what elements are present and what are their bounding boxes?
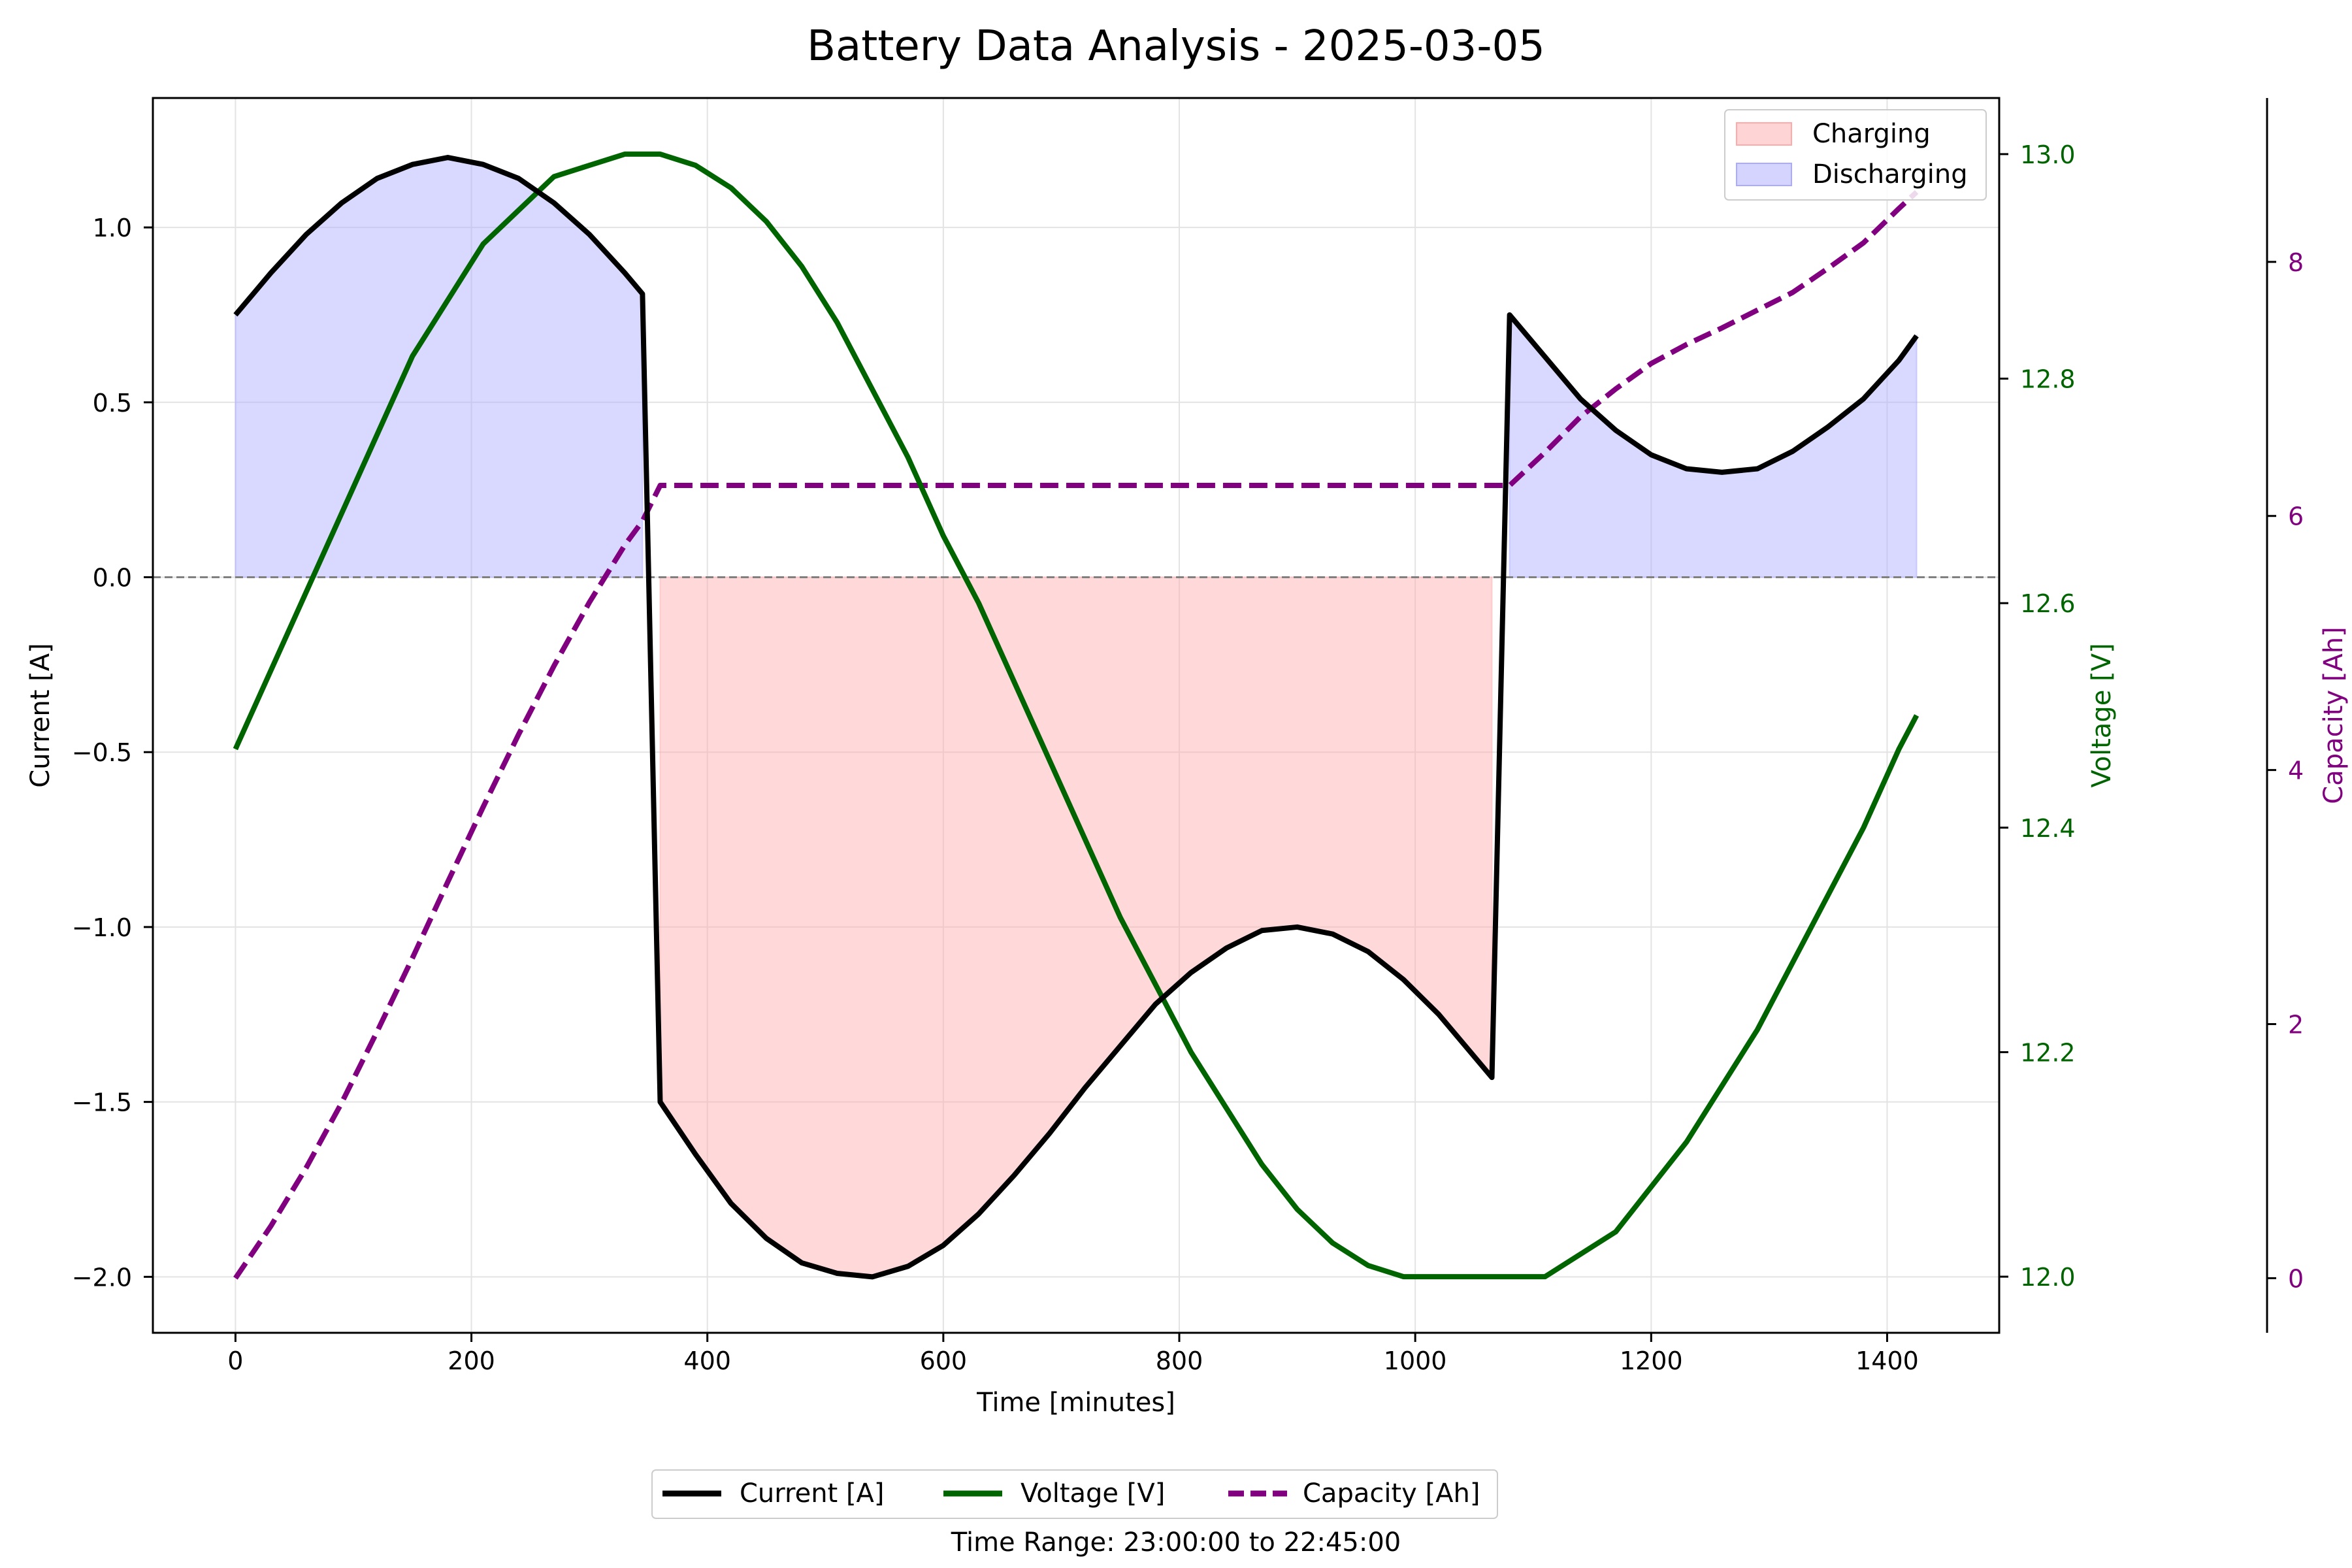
x-tick-label-6: 1200 (1620, 1347, 1683, 1375)
plot-frame (152, 97, 2001, 1334)
current-tick-label-6: −2.0 (72, 1263, 132, 1292)
current-tick-label-5: −1.5 (72, 1088, 132, 1117)
capacity-tick-label-0: 8 (2288, 248, 2304, 277)
legend-label-charging: Charging (1812, 119, 1931, 149)
legend-label-voltage: Voltage [V] (1021, 1478, 1165, 1509)
charging-fill-1 (659, 576, 1493, 1278)
legend-label-current: Current [A] (740, 1478, 885, 1509)
discharging-fill-2 (1509, 313, 1918, 578)
x-axis-label: Time [minutes] (976, 1388, 1175, 1418)
current-tick-label-1: 0.5 (93, 389, 132, 417)
current-axis-label: Current [A] (25, 643, 56, 788)
capacity-tick-label-2: 4 (2288, 757, 2304, 785)
voltage-tick-label-1: 12.8 (2020, 365, 2076, 394)
x-tick-label-5: 1000 (1384, 1347, 1447, 1375)
current-tick-label-0: 1.0 (93, 214, 132, 242)
capacity-tick-label-1: 6 (2288, 502, 2304, 531)
fill-areas (235, 157, 1918, 1278)
capacity-tick-label-4: 0 (2288, 1264, 2304, 1293)
legend-series-box (651, 1469, 1498, 1519)
legend-series: Current [A] Voltage [V] Capacity [Ah] (651, 1469, 1498, 1519)
x-tick-label-2: 400 (683, 1347, 731, 1375)
voltage-tick-label-5: 12.0 (2020, 1263, 2076, 1292)
capacity-tick-label-3: 2 (2288, 1011, 2304, 1039)
voltage-line (233, 151, 1919, 1280)
series-lines (233, 151, 1919, 1280)
x-tick-label-0: 0 (227, 1347, 243, 1375)
x-tick-label-4: 800 (1156, 1347, 1203, 1375)
legend-fill: Charging Discharging (1724, 109, 1987, 201)
voltage-tick-label-3: 12.4 (2020, 814, 2076, 843)
discharging-fill-0 (235, 157, 644, 578)
legend-swatch-charging (1736, 122, 1792, 146)
voltage-axis-label: Voltage [V] (2087, 643, 2117, 787)
current-tick-label-3: −0.5 (72, 738, 132, 767)
chart-title: Battery Data Analysis - 2025-03-05 (807, 22, 1545, 71)
x-tick-label-3: 600 (920, 1347, 968, 1375)
x-tick-label-7: 1400 (1855, 1347, 1919, 1375)
legend-swatch-discharging (1736, 163, 1792, 186)
current-line (233, 155, 1919, 1280)
voltage-tick-label-0: 13.0 (2020, 140, 2076, 169)
x-tick-label-1: 200 (448, 1347, 495, 1375)
capacity-line (233, 189, 1919, 1280)
legend-label-capacity: Capacity [Ah] (1303, 1478, 1480, 1509)
current-tick-label-4: −1.0 (72, 913, 132, 942)
capacity-axis-label: Capacity [Ah] (2319, 627, 2349, 804)
voltage-tick-label-2: 12.6 (2020, 589, 2076, 618)
legend-label-discharging: Discharging (1812, 159, 1968, 189)
time-range-footnote: Time Range: 23:00:00 to 22:45:00 (951, 1527, 1401, 1558)
current-tick-label-2: 0.0 (93, 564, 132, 593)
voltage-tick-label-4: 12.2 (2020, 1038, 2076, 1067)
axis-ticks: 0 200 400 600 800 1000 1200 1400 1.0 0.5 0.0 −0.5 −1… (72, 140, 2304, 1375)
